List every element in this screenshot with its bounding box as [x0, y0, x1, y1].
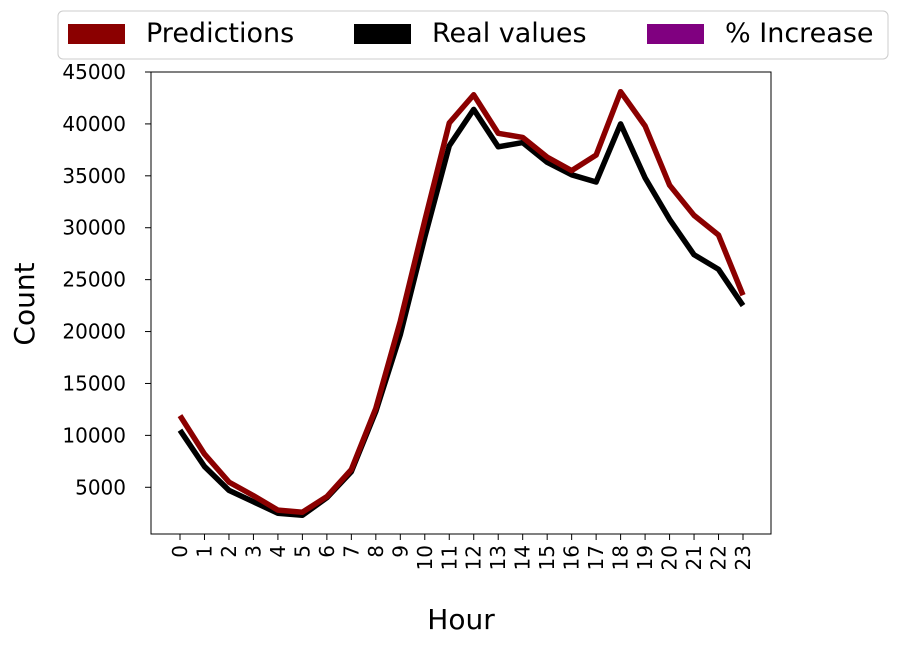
- x-tick-label: 14: [511, 545, 535, 570]
- x-tick-label: 9: [388, 545, 412, 558]
- x-axis: 0 1 2 3 4 5 6 7 8 9 10 11 12 13 14 15 16 17 18 19 20 21 22 23: [168, 534, 755, 570]
- x-tick-label: 12: [462, 545, 486, 570]
- legend-swatch: [68, 24, 125, 44]
- x-tick-label: 20: [658, 545, 682, 570]
- y-tick-label: 25000: [62, 268, 126, 292]
- x-tick-label: 7: [339, 545, 363, 558]
- y-tick-label: 45000: [62, 60, 126, 84]
- y-tick-label: 35000: [62, 164, 126, 188]
- x-tick-label: 13: [486, 545, 510, 570]
- x-axis-label: Hour: [427, 603, 495, 636]
- x-tick-label: 17: [584, 545, 608, 570]
- legend: Predictions Real values % Increase: [57, 10, 889, 60]
- x-tick-label: 0: [168, 545, 192, 558]
- y-tick-label: 5000: [75, 475, 126, 499]
- y-tick-label: 40000: [62, 112, 126, 136]
- x-tick-label: 22: [707, 545, 731, 570]
- x-tick-label: 4: [266, 545, 290, 558]
- x-tick-label: 10: [413, 545, 437, 570]
- legend-swatch: [647, 24, 704, 44]
- y-axis-label: Count: [8, 262, 41, 345]
- series-line-predictions: [177, 88, 746, 515]
- x-tick-label: 2: [217, 545, 241, 558]
- x-tick-label: 8: [364, 545, 388, 558]
- x-tick-label: 19: [633, 545, 657, 570]
- x-tick-label: 11: [437, 545, 461, 570]
- x-tick-label: 3: [241, 545, 265, 558]
- series-layer: [177, 88, 746, 519]
- y-tick-label: 20000: [62, 320, 126, 344]
- x-tick-label: 1: [192, 545, 216, 558]
- y-axis: 5000 10000 15000 20000 25000 30000 35000 40000 4…: [62, 60, 151, 499]
- y-tick-label: 15000: [62, 371, 126, 395]
- x-tick-label: 18: [609, 545, 633, 570]
- legend-label: % Increase: [725, 18, 874, 49]
- y-tick-label: 30000: [62, 216, 126, 240]
- legend-swatch: [354, 24, 411, 44]
- x-tick-label: 21: [682, 545, 706, 570]
- x-tick-label: 6: [315, 545, 339, 558]
- series-line-real-values: [177, 106, 746, 519]
- plot-area: [150, 71, 772, 535]
- x-tick-label: 16: [560, 545, 584, 570]
- x-tick-label: 23: [731, 545, 755, 570]
- y-tick-label: 10000: [62, 423, 126, 447]
- x-tick-label: 5: [290, 545, 314, 558]
- x-tick-label: 15: [535, 545, 559, 570]
- legend-frame: [57, 10, 889, 60]
- legend-label: Real values: [432, 18, 587, 49]
- legend-label: Predictions: [146, 18, 294, 49]
